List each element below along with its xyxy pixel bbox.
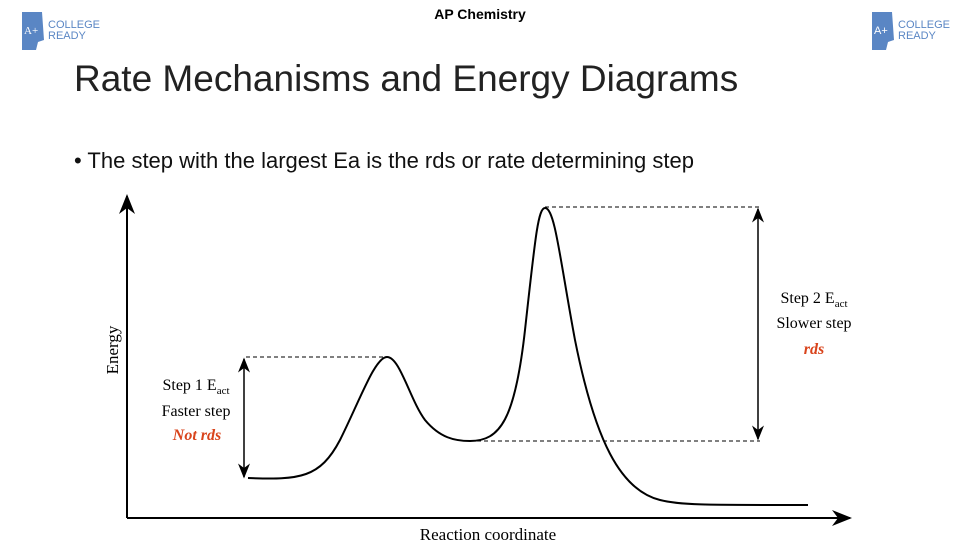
energy-curve <box>247 206 809 506</box>
subscript: act <box>835 298 848 310</box>
step2-note: rds <box>804 341 824 358</box>
y-axis-label: Energy <box>103 325 122 374</box>
logo-text: COLLEGE <box>48 19 100 31</box>
subscript: act <box>217 385 230 397</box>
step1-note: Not rds <box>172 427 221 444</box>
step2-speed: Slower step <box>776 315 851 332</box>
label: Step 1 E <box>162 377 216 394</box>
step1-speed: Faster step <box>162 403 231 420</box>
guides <box>246 206 760 442</box>
x-axis-label: Reaction coordinate <box>420 525 556 540</box>
label: Step 2 E <box>780 290 834 307</box>
header-label: AP Chemistry <box>434 6 526 22</box>
step1-label: Step 1 Eact <box>162 377 229 397</box>
logo-mark: A+ <box>874 25 888 37</box>
logo: A+ COLLEGE READY <box>872 12 950 50</box>
bullet-text: The step with the largest Ea is the rds … <box>87 148 694 173</box>
step2-label: Step 2 Eact <box>780 290 847 310</box>
logo-text: COLLEGE <box>898 19 950 31</box>
logo-text: READY <box>898 30 937 42</box>
logo: A+ COLLEGE READY <box>22 12 100 50</box>
logo-mark: A+ <box>24 25 38 37</box>
bullet: • The step with the largest Ea is the rd… <box>74 148 694 173</box>
logo-text: READY <box>48 30 87 42</box>
slide-title: Rate Mechanisms and Energy Diagrams <box>74 58 739 99</box>
